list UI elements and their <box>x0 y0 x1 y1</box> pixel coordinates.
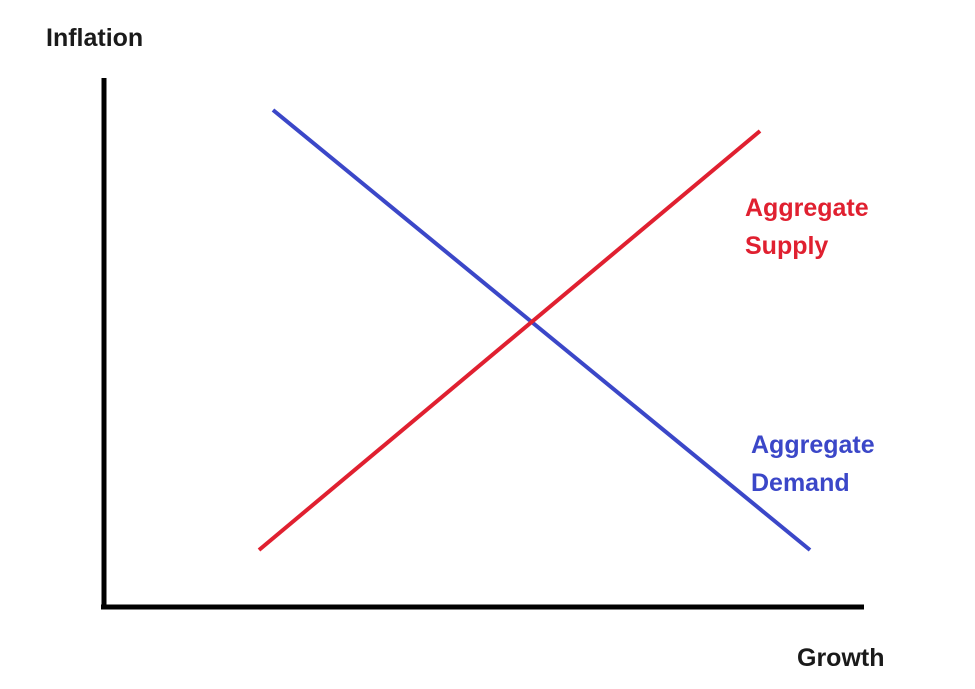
aggregate-demand-label-line1: Aggregate <box>751 431 875 459</box>
y-axis-title: Inflation <box>46 24 143 52</box>
aggregate-supply-curve <box>257 129 762 552</box>
aggregate-supply-label-line2: Supply <box>745 232 828 260</box>
aggregate-demand-curve <box>271 108 812 552</box>
aggregate-supply-label-line1: Aggregate <box>745 194 869 222</box>
aggregate-demand-label-line2: Demand <box>751 469 850 497</box>
x-axis-title: Growth <box>797 644 885 672</box>
